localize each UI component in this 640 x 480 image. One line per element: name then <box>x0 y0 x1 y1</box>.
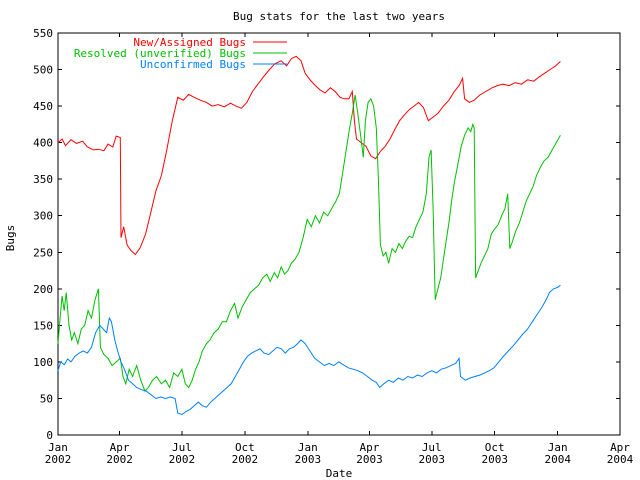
x-tick-label-month: Jan <box>548 441 568 454</box>
axes-layer: 050100150200250300350400450500550Jan2002… <box>33 27 633 466</box>
x-tick-label-month: Oct <box>485 441 505 454</box>
y-tick-label: 50 <box>40 392 53 405</box>
y-tick-label: 0 <box>46 429 53 442</box>
x-tick-label-month: Jan <box>298 441 318 454</box>
y-tick-label: 400 <box>33 137 53 150</box>
x-tick-label-month: Jul <box>172 441 192 454</box>
series-line-unconfirmed-bugs <box>57 284 561 416</box>
x-tick-label-year: 2002 <box>106 453 133 466</box>
y-tick-label: 350 <box>33 173 53 186</box>
x-tick-label-month: Jan <box>48 441 68 454</box>
x-tick-label-month: Apr <box>360 441 380 454</box>
y-tick-label: 150 <box>33 319 53 332</box>
x-tick-label-year: 2004 <box>607 453 634 466</box>
x-tick-label-year: 2002 <box>45 453 72 466</box>
legend-label: Resolved (unverified) Bugs <box>74 47 246 60</box>
x-tick-label-year: 2003 <box>481 453 508 466</box>
series-line-resolved-unverified-bugs <box>57 95 561 393</box>
series-layer <box>57 55 561 416</box>
x-tick-label-month: Oct <box>235 441 255 454</box>
legend-label: Unconfirmed Bugs <box>140 58 246 71</box>
plot-frame <box>57 32 621 436</box>
y-tick-label: 450 <box>33 100 53 113</box>
x-tick-label-month: Jul <box>422 441 442 454</box>
x-tick-label-year: 2003 <box>356 453 383 466</box>
y-tick-label: 200 <box>33 283 53 296</box>
y-tick-label: 300 <box>33 210 53 223</box>
x-tick-label-month: Apr <box>110 441 130 454</box>
series-line-new-assigned-bugs <box>57 55 561 256</box>
x-tick-label-year: 2003 <box>419 453 446 466</box>
y-tick-label: 100 <box>33 356 53 369</box>
y-tick-label: 550 <box>33 27 53 40</box>
legend-label: New/Assigned Bugs <box>133 36 246 49</box>
y-tick-label: 250 <box>33 246 53 259</box>
chart-title: Bug stats for the last two years <box>233 10 445 23</box>
y-axis-label: Bugs <box>4 225 17 252</box>
x-tick-label-year: 2002 <box>169 453 196 466</box>
x-tick-label-year: 2003 <box>295 453 322 466</box>
x-axis-label: Date <box>326 467 353 480</box>
x-tick-label-month: Apr <box>610 441 630 454</box>
x-tick-label-year: 2004 <box>544 453 571 466</box>
x-tick-label-year: 2002 <box>232 453 259 466</box>
y-tick-label: 500 <box>33 64 53 77</box>
